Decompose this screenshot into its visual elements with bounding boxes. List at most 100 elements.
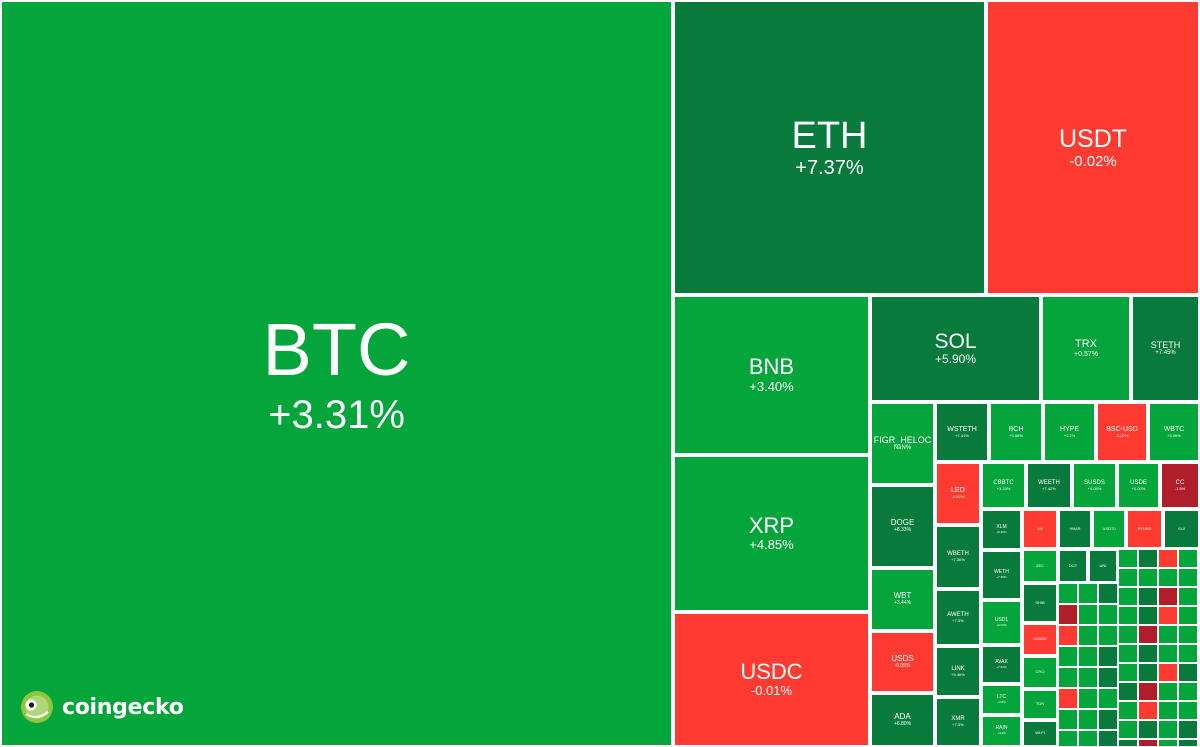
- tile-bch[interactable]: BCH +3.58%: [989, 402, 1043, 462]
- tile-susde[interactable]: SUSDE: [1022, 623, 1058, 656]
- micro-tile[interactable]: [1058, 709, 1078, 730]
- micro-tile[interactable]: [1058, 688, 1078, 709]
- micro-tile[interactable]: [1158, 568, 1178, 587]
- tile-cro[interactable]: CRO: [1022, 656, 1058, 689]
- micro-tile[interactable]: [1118, 587, 1138, 606]
- tile-sui[interactable]: SUI: [1163, 509, 1200, 549]
- micro-tile[interactable]: [1118, 549, 1138, 568]
- micro-tile[interactable]: [1178, 663, 1198, 682]
- micro-tile[interactable]: [1078, 667, 1098, 688]
- tile-usds[interactable]: USDS -0.05%: [870, 631, 935, 693]
- tile-avax[interactable]: AVAX +7.64%: [981, 645, 1022, 684]
- tile-zec[interactable]: ZEC: [1022, 549, 1058, 583]
- tile-steth[interactable]: STETH +7.45%: [1131, 295, 1200, 402]
- tile-sn[interactable]: SN: [1022, 509, 1058, 549]
- micro-tile[interactable]: [1138, 587, 1158, 606]
- tile-ton[interactable]: TON: [1022, 689, 1058, 720]
- tile-xmr[interactable]: XMR +7.5%: [935, 697, 981, 747]
- micro-tile[interactable]: [1078, 646, 1098, 667]
- micro-tile[interactable]: [1138, 663, 1158, 682]
- micro-tile[interactable]: [1178, 739, 1198, 747]
- micro-tile[interactable]: [1098, 667, 1118, 688]
- micro-tile[interactable]: [1138, 720, 1158, 739]
- tile-usde[interactable]: USDE +0.00%: [1117, 462, 1160, 509]
- micro-tile[interactable]: [1138, 701, 1158, 720]
- tile-wbeth[interactable]: WBETH +7.36%: [935, 525, 981, 589]
- micro-tile[interactable]: [1118, 568, 1138, 587]
- tile-cc[interactable]: CC -1.5%: [1160, 462, 1200, 509]
- micro-tile[interactable]: [1078, 688, 1098, 709]
- micro-tile[interactable]: [1098, 688, 1118, 709]
- micro-tile[interactable]: [1138, 549, 1158, 568]
- micro-tile[interactable]: [1098, 583, 1118, 604]
- tile-eth[interactable]: ETH +7.37%: [673, 0, 986, 295]
- tile-hype[interactable]: HYPE +2.1%: [1043, 402, 1096, 462]
- tile-aweth[interactable]: AWETH +7.5%: [935, 589, 981, 646]
- micro-tile[interactable]: [1178, 701, 1198, 720]
- micro-tile[interactable]: [1058, 730, 1078, 747]
- micro-tile[interactable]: [1098, 625, 1118, 646]
- tile-wlfi[interactable]: WLFI: [1022, 720, 1058, 747]
- micro-tile[interactable]: [1178, 587, 1198, 606]
- micro-tile[interactable]: [1178, 549, 1198, 568]
- tile-leo[interactable]: LEO -0.42%: [935, 462, 981, 525]
- tile-usdt[interactable]: USDT -0.02%: [986, 0, 1200, 295]
- micro-tile[interactable]: [1118, 625, 1138, 644]
- micro-tile[interactable]: [1158, 701, 1178, 720]
- micro-tile[interactable]: [1098, 730, 1118, 747]
- tile-weeth[interactable]: WEETH +7.42%: [1026, 462, 1072, 509]
- tile-susds[interactable]: SUSDS +0.05%: [1072, 462, 1117, 509]
- tile-pyusd[interactable]: PYUSD: [1126, 509, 1163, 549]
- micro-tile[interactable]: [1118, 682, 1138, 701]
- micro-tile[interactable]: [1118, 701, 1138, 720]
- tile-uni[interactable]: UNI: [1088, 549, 1118, 583]
- tile-rain[interactable]: RAIN +4.2%: [981, 715, 1022, 747]
- micro-tile[interactable]: [1138, 644, 1158, 663]
- tile-wbtc[interactable]: WBTC +3.06%: [1148, 402, 1200, 462]
- micro-tile[interactable]: [1078, 583, 1098, 604]
- tile-cbbtc[interactable]: CBBTC +3.33%: [981, 462, 1026, 509]
- micro-tile[interactable]: [1118, 606, 1138, 625]
- tile-bnb[interactable]: BNB +3.40%: [673, 295, 870, 455]
- tile-wsteth[interactable]: WSTETH +7.41%: [935, 402, 989, 462]
- micro-tile[interactable]: [1158, 663, 1178, 682]
- tile-ada[interactable]: ADA +6.80%: [870, 693, 935, 747]
- micro-tile[interactable]: [1158, 720, 1178, 739]
- micro-tile[interactable]: [1138, 682, 1158, 701]
- micro-tile[interactable]: [1058, 667, 1078, 688]
- tile-trx[interactable]: TRX +0.57%: [1041, 295, 1131, 402]
- micro-tile[interactable]: [1098, 646, 1118, 667]
- micro-tile[interactable]: [1118, 663, 1138, 682]
- micro-tile[interactable]: [1098, 604, 1118, 625]
- micro-tile[interactable]: [1158, 587, 1178, 606]
- micro-tile[interactable]: [1058, 583, 1078, 604]
- micro-tile[interactable]: [1158, 644, 1178, 663]
- micro-tile[interactable]: [1178, 720, 1198, 739]
- micro-tile[interactable]: [1118, 739, 1138, 747]
- micro-tile[interactable]: [1058, 604, 1078, 625]
- tile-usdc[interactable]: USDC -0.01%: [673, 612, 870, 747]
- tile-figr_heloc[interactable]: FIGR_HELOC NaN%: [870, 402, 935, 485]
- tile-weth[interactable]: WETH +7.36%: [981, 550, 1022, 600]
- micro-tile[interactable]: [1118, 644, 1138, 663]
- tile-bsc-usd[interactable]: BSC-USD -0.02%: [1096, 402, 1148, 462]
- micro-tile[interactable]: [1078, 625, 1098, 646]
- micro-tile[interactable]: [1138, 568, 1158, 587]
- micro-tile[interactable]: [1158, 625, 1178, 644]
- micro-tile[interactable]: [1178, 682, 1198, 701]
- micro-tile[interactable]: [1158, 739, 1178, 747]
- micro-tile[interactable]: [1158, 606, 1178, 625]
- micro-tile[interactable]: [1138, 606, 1158, 625]
- micro-tile[interactable]: [1118, 720, 1138, 739]
- micro-tile[interactable]: [1058, 625, 1078, 646]
- tile-sol[interactable]: SOL +5.90%: [870, 295, 1041, 402]
- micro-tile[interactable]: [1058, 646, 1078, 667]
- tile-hbar[interactable]: HBAR: [1058, 509, 1092, 549]
- micro-tile[interactable]: [1078, 730, 1098, 747]
- micro-tile[interactable]: [1138, 625, 1158, 644]
- micro-tile[interactable]: [1098, 709, 1118, 730]
- tile-xlm[interactable]: XLM +5.46%: [981, 509, 1022, 550]
- tile-wbt[interactable]: WBT +3.44%: [870, 568, 935, 631]
- micro-tile[interactable]: [1178, 644, 1198, 663]
- micro-tile[interactable]: [1178, 625, 1198, 644]
